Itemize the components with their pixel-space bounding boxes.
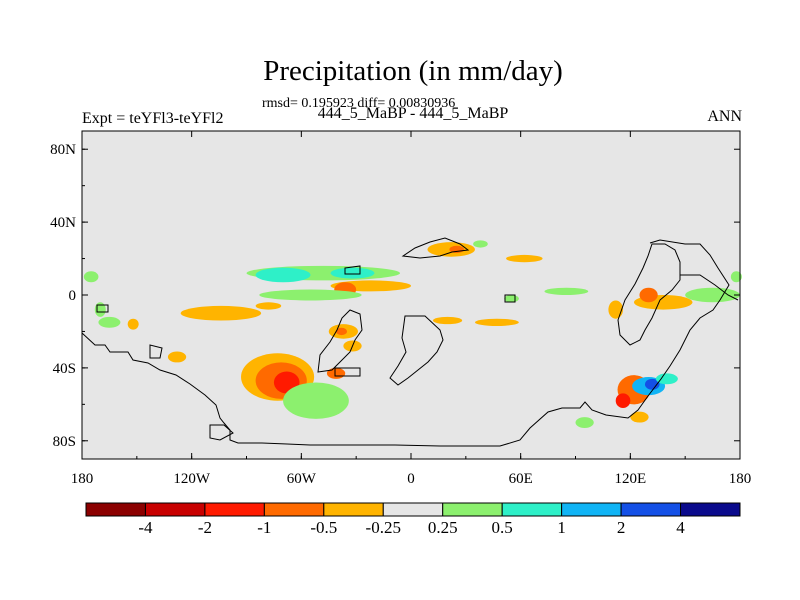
colorbar-label: 0.5	[492, 518, 513, 537]
colorbar-box	[323, 502, 384, 517]
colorbar-label: 1	[557, 518, 566, 537]
anomaly-region-15	[326, 367, 346, 379]
colorbar-box	[144, 502, 206, 517]
colorbar-box	[204, 502, 265, 517]
x-axis: 180 120W 60W 0 60E 120E 180	[71, 131, 752, 487]
anomaly-region-38	[730, 271, 742, 283]
anomaly-region-27	[639, 287, 658, 303]
anomaly-region-30	[615, 393, 631, 408]
anomaly-region-7	[255, 302, 282, 310]
anomaly-region-22	[432, 316, 463, 325]
anomaly-region-36	[685, 287, 740, 303]
x-tick-label: 60E	[509, 471, 533, 487]
anomaly-layer	[83, 240, 742, 429]
anomaly-region-25	[544, 287, 589, 295]
map-background	[82, 131, 740, 459]
anomaly-region-23	[473, 240, 488, 248]
anomaly-region-6	[180, 305, 262, 321]
anomaly-region-37	[83, 271, 99, 283]
colorbar-box	[501, 502, 563, 517]
anomaly-region-21	[474, 318, 519, 326]
colorbar-box	[680, 502, 741, 517]
coastline-mediterranean	[401, 237, 470, 259]
coastline-island-2	[504, 294, 516, 303]
colorbar-label: -2	[198, 518, 212, 537]
colorbar-box	[442, 502, 503, 517]
y-tick-label: 40N	[50, 215, 76, 231]
colorbar-label: -0.25	[366, 518, 401, 537]
colorbar-box	[561, 502, 622, 517]
coastline-south-america	[81, 239, 730, 447]
anomaly-region-20	[506, 254, 543, 263]
anomaly-region-32	[644, 378, 660, 390]
experiment-label: Expt = teYFl3-teYFl2	[82, 110, 224, 127]
x-tick-label: 180	[729, 471, 752, 487]
coastline-arabia	[344, 265, 361, 275]
coastline-southern-africa	[317, 309, 363, 373]
colorbar-box	[620, 502, 682, 517]
coastline-island-3	[96, 304, 109, 313]
coastline-east-coast	[680, 274, 739, 301]
anomaly-region-33	[655, 373, 678, 385]
x-tick-label: 120W	[173, 471, 211, 487]
y-axis: 80N 40N 0 40S 80S	[50, 142, 740, 450]
colorbar-label: -0.5	[310, 518, 337, 537]
colorbar-label: 4	[676, 518, 685, 537]
colorbar-label: 2	[617, 518, 626, 537]
anomaly-region-9	[336, 327, 348, 336]
anomaly-region-28	[608, 300, 624, 319]
coastline-island-1	[334, 367, 361, 377]
y-tick-label: 40S	[53, 361, 76, 377]
colorbar-box	[85, 502, 146, 517]
y-tick-label: 80N	[50, 142, 76, 158]
season-label: ANN	[707, 108, 742, 125]
coastline-madagascar	[389, 315, 444, 386]
x-tick-label: 180	[71, 471, 94, 487]
y-tick-label: 80S	[53, 434, 76, 450]
x-tick-label: 120E	[614, 471, 646, 487]
anomaly-region-40	[94, 302, 106, 317]
colorbar-label: -1	[257, 518, 271, 537]
x-tick-label: 0	[407, 471, 415, 487]
colorbar-label: 0.25	[428, 518, 458, 537]
colorbar-box	[382, 502, 444, 517]
anomaly-region-17	[127, 318, 139, 330]
anomaly-region-39	[98, 316, 121, 328]
coastline-antarctic-peninsula	[209, 424, 234, 441]
x-tick-label: 60W	[287, 471, 317, 487]
anomaly-region-1	[255, 267, 311, 283]
stats-line: rmsd= 0.195923 diff= 0.00830936	[262, 96, 456, 111]
y-tick-label: 0	[69, 288, 77, 304]
colorbar-label: -4	[138, 518, 153, 537]
chart-subtitle: 444_5_MaBP - 444_5_MaBP	[317, 105, 509, 122]
anomaly-region-14	[283, 382, 349, 419]
chart-title: Precipitation (in mm/day)	[263, 55, 563, 87]
anomaly-region-5	[259, 289, 362, 301]
anomaly-region-2	[330, 267, 375, 279]
anomaly-region-24	[504, 295, 519, 303]
coastlines	[81, 237, 739, 447]
colorbar-box	[263, 502, 325, 517]
anomaly-region-34	[630, 411, 649, 423]
colorbar: -4 -2 -1 -0.5 -0.25 0.25 0.5 1 2 4	[85, 502, 741, 537]
coastline-indonesia	[617, 243, 681, 346]
anomaly-region-35	[575, 417, 594, 429]
coastline-africa-west	[149, 344, 163, 359]
anomaly-region-16	[167, 351, 187, 363]
